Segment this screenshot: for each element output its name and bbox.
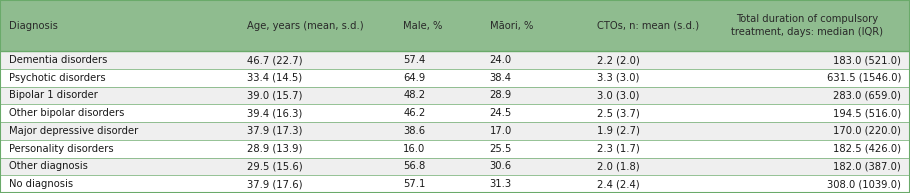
Text: Major depressive disorder: Major depressive disorder bbox=[9, 126, 138, 136]
Text: 283.0 (659.0): 283.0 (659.0) bbox=[833, 91, 901, 101]
Bar bbox=[0, 0, 910, 51]
Text: Other bipolar disorders: Other bipolar disorders bbox=[9, 108, 125, 118]
Bar bbox=[0, 122, 910, 140]
Text: 308.0 (1039.0): 308.0 (1039.0) bbox=[827, 179, 901, 189]
Text: 57.1: 57.1 bbox=[403, 179, 426, 189]
Text: 182.5 (426.0): 182.5 (426.0) bbox=[833, 144, 901, 154]
Text: 28.9: 28.9 bbox=[490, 91, 511, 101]
Text: 2.2 (2.0): 2.2 (2.0) bbox=[597, 55, 640, 65]
Text: Male, %: Male, % bbox=[403, 21, 442, 30]
Text: No diagnosis: No diagnosis bbox=[9, 179, 73, 189]
Text: 1.9 (2.7): 1.9 (2.7) bbox=[597, 126, 640, 136]
Text: 37.9 (17.6): 37.9 (17.6) bbox=[247, 179, 302, 189]
Text: 38.6: 38.6 bbox=[403, 126, 425, 136]
Text: Age, years (mean, s.d.): Age, years (mean, s.d.) bbox=[247, 21, 363, 30]
Text: Dementia disorders: Dementia disorders bbox=[9, 55, 107, 65]
Text: 2.0 (1.8): 2.0 (1.8) bbox=[597, 161, 640, 171]
Text: 170.0 (220.0): 170.0 (220.0) bbox=[833, 126, 901, 136]
Text: 39.0 (15.7): 39.0 (15.7) bbox=[247, 91, 302, 101]
Text: 48.2: 48.2 bbox=[403, 91, 425, 101]
Text: 46.7 (22.7): 46.7 (22.7) bbox=[247, 55, 302, 65]
Text: 31.3: 31.3 bbox=[490, 179, 511, 189]
Text: 24.5: 24.5 bbox=[490, 108, 511, 118]
Text: 64.9: 64.9 bbox=[403, 73, 425, 83]
Text: 24.0: 24.0 bbox=[490, 55, 511, 65]
Bar bbox=[0, 157, 910, 175]
Text: 182.0 (387.0): 182.0 (387.0) bbox=[834, 161, 901, 171]
Text: Bipolar 1 disorder: Bipolar 1 disorder bbox=[9, 91, 98, 101]
Bar bbox=[0, 69, 910, 87]
Text: 56.8: 56.8 bbox=[403, 161, 425, 171]
Text: 631.5 (1546.0): 631.5 (1546.0) bbox=[826, 73, 901, 83]
Text: 39.4 (16.3): 39.4 (16.3) bbox=[247, 108, 302, 118]
Text: 183.0 (521.0): 183.0 (521.0) bbox=[833, 55, 901, 65]
Text: Total duration of compulsory
treatment, days: median (IQR): Total duration of compulsory treatment, … bbox=[731, 14, 883, 37]
Text: CTOs, n: mean (s.d.): CTOs, n: mean (s.d.) bbox=[597, 21, 699, 30]
Text: 57.4: 57.4 bbox=[403, 55, 425, 65]
Text: 3.3 (3.0): 3.3 (3.0) bbox=[597, 73, 640, 83]
Text: Personality disorders: Personality disorders bbox=[9, 144, 114, 154]
Text: 30.6: 30.6 bbox=[490, 161, 511, 171]
Text: Diagnosis: Diagnosis bbox=[9, 21, 58, 30]
Text: Psychotic disorders: Psychotic disorders bbox=[9, 73, 106, 83]
Text: 46.2: 46.2 bbox=[403, 108, 425, 118]
Text: 2.5 (3.7): 2.5 (3.7) bbox=[597, 108, 640, 118]
Text: 28.9 (13.9): 28.9 (13.9) bbox=[247, 144, 302, 154]
Text: 194.5 (516.0): 194.5 (516.0) bbox=[833, 108, 901, 118]
Text: 33.4 (14.5): 33.4 (14.5) bbox=[247, 73, 302, 83]
Text: 2.4 (2.4): 2.4 (2.4) bbox=[597, 179, 640, 189]
Text: 3.0 (3.0): 3.0 (3.0) bbox=[597, 91, 640, 101]
Text: 2.3 (1.7): 2.3 (1.7) bbox=[597, 144, 640, 154]
Text: 25.5: 25.5 bbox=[490, 144, 512, 154]
Bar bbox=[0, 104, 910, 122]
Text: 29.5 (15.6): 29.5 (15.6) bbox=[247, 161, 302, 171]
Bar bbox=[0, 87, 910, 104]
Text: 37.9 (17.3): 37.9 (17.3) bbox=[247, 126, 302, 136]
Bar bbox=[0, 175, 910, 193]
Text: 16.0: 16.0 bbox=[403, 144, 425, 154]
Text: Māori, %: Māori, % bbox=[490, 21, 533, 30]
Text: Other diagnosis: Other diagnosis bbox=[9, 161, 88, 171]
Text: 17.0: 17.0 bbox=[490, 126, 511, 136]
Bar bbox=[0, 51, 910, 69]
Text: 38.4: 38.4 bbox=[490, 73, 511, 83]
Bar bbox=[0, 140, 910, 157]
